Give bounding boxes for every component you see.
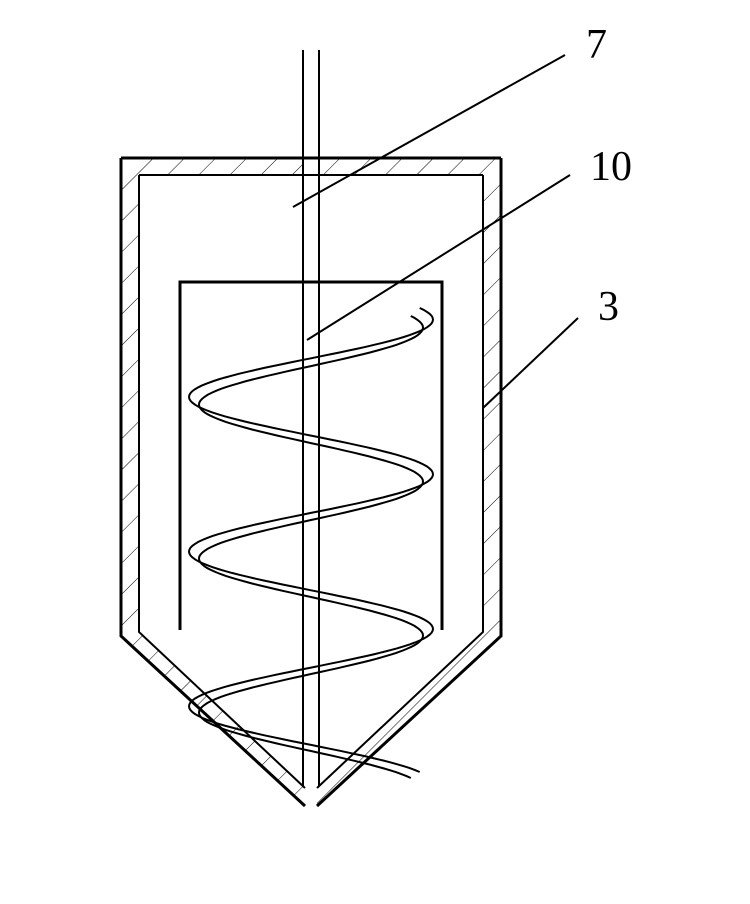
label-middle: 10	[590, 144, 632, 190]
helix-inner	[199, 316, 423, 778]
helix-outer	[189, 308, 433, 772]
label-top: 7	[586, 22, 607, 68]
leader-line-middle	[307, 175, 570, 340]
label-right: 3	[598, 284, 619, 330]
leader-line-top	[293, 55, 565, 207]
